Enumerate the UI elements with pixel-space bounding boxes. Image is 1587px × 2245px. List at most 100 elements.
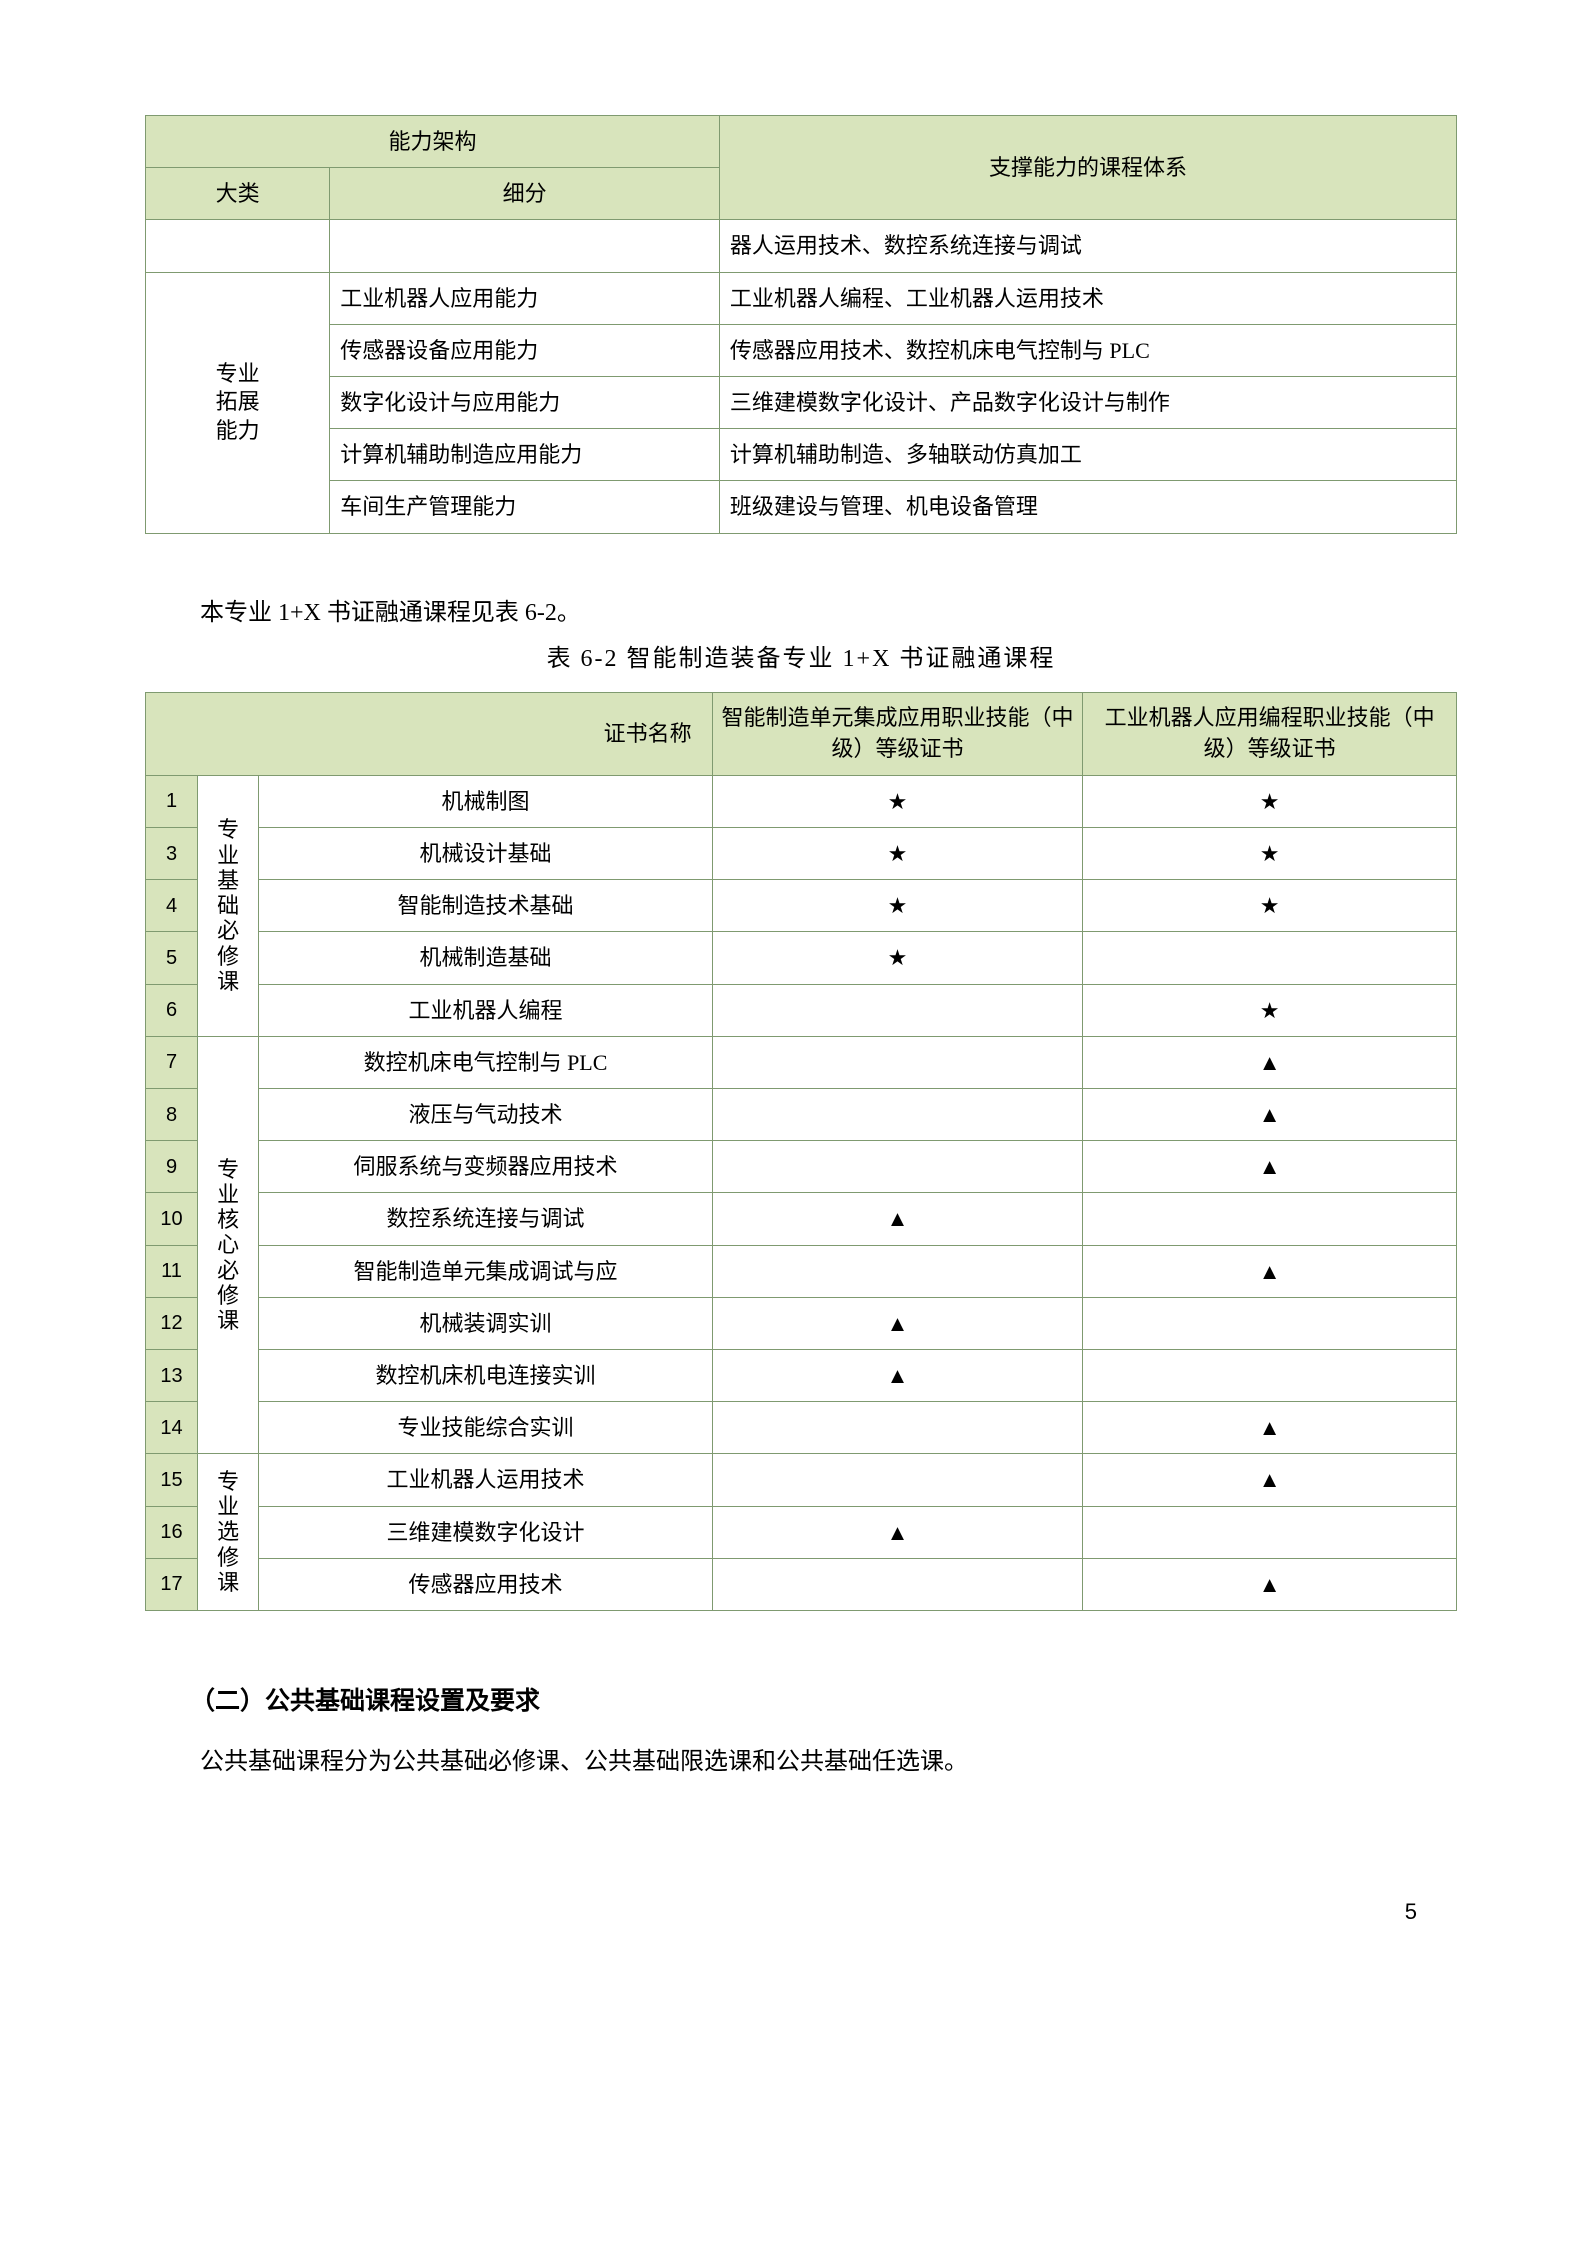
intro-paragraph: 本专业 1+X 书证融通课程见表 6-2。 (200, 594, 1457, 632)
cert1-mark: ★ (712, 880, 1083, 932)
table-row: 5机械制造基础★ (146, 932, 1457, 984)
course-name: 机械装调实训 (259, 1297, 712, 1349)
table-row: 数字化设计与应用能力 三维建模数字化设计、产品数字化设计与制作 (146, 376, 1457, 428)
table-row: 7专业核心必修课数控机床电气控制与 PLC▲ (146, 1036, 1457, 1088)
course-name: 专业技能综合实训 (259, 1402, 712, 1454)
row-number: 6 (146, 984, 198, 1036)
cert1-mark: ★ (712, 828, 1083, 880)
cert2-mark: ▲ (1083, 1141, 1457, 1193)
course-name: 三维建模数字化设计 (259, 1506, 712, 1558)
course-name: 机械设计基础 (259, 828, 712, 880)
cert2-mark (1083, 1193, 1457, 1245)
ability-structure-table: 能力架构 支撑能力的课程体系 大类 细分 器人运用技术、数控系统连接与调试 专业… (145, 115, 1457, 534)
cert1-mark: ▲ (712, 1506, 1083, 1558)
table-row: 10 数控系统连接与调试▲ (146, 1193, 1457, 1245)
header-ability-structure: 能力架构 (146, 116, 720, 168)
course-name: 机械制图 (259, 775, 712, 827)
table-row: 14 专业技能综合实训 ▲ (146, 1402, 1457, 1454)
cert1-mark: ★ (712, 932, 1083, 984)
certificate-course-table: 证书名称 智能制造单元集成应用职业技能（中级）等级证书 工业机器人应用编程职业技… (145, 692, 1457, 1611)
cert2-mark (1083, 1349, 1457, 1401)
course-name: 伺服系统与变频器应用技术 (259, 1141, 712, 1193)
row-number: 11 (146, 1245, 198, 1297)
table-row: 6 工业机器人编程 ★ (146, 984, 1457, 1036)
cert1-mark: ★ (712, 775, 1083, 827)
table-row: 12 机械装调实训▲ (146, 1297, 1457, 1349)
cert1-mark: ▲ (712, 1297, 1083, 1349)
course-name: 机械制造基础 (259, 932, 712, 984)
table-row: 车间生产管理能力 班级建设与管理、机电设备管理 (146, 481, 1457, 533)
table-row: 16 三维建模数字化设计▲ (146, 1506, 1457, 1558)
table-row: 17 传感器应用技术 ▲ (146, 1558, 1457, 1610)
cert1-mark (712, 984, 1083, 1036)
row-number: 4 (146, 880, 198, 932)
table-row: 3机械设计基础★★ (146, 828, 1457, 880)
row-number: 13 (146, 1349, 198, 1401)
cert1-mark (712, 1245, 1083, 1297)
table-row: 15专业选修课工业机器人运用技术▲ (146, 1454, 1457, 1506)
table-row: 11 智能制造单元集成调试与应 ▲ (146, 1245, 1457, 1297)
cert2-mark: ★ (1083, 828, 1457, 880)
cert2-mark (1083, 932, 1457, 984)
course-name: 智能制造单元集成调试与应 (259, 1245, 712, 1297)
cert2-mark: ▲ (1083, 1036, 1457, 1088)
course-name: 传感器应用技术 (259, 1558, 712, 1610)
header-subdivision: 细分 (330, 168, 720, 220)
cert2-mark: ▲ (1083, 1089, 1457, 1141)
cert2-mark (1083, 1506, 1457, 1558)
course-name: 液压与气动技术 (259, 1089, 712, 1141)
body-text: 公共基础课程分为公共基础必修课、公共基础限选课和公共基础任选课。 (200, 1741, 1457, 1784)
cert1-mark: ▲ (712, 1349, 1083, 1401)
course-group: 专业基础必修课 (198, 775, 259, 1036)
cert2-mark: ★ (1083, 880, 1457, 932)
group-label: 专业拓展能力 (146, 272, 330, 533)
header-cert1: 智能制造单元集成应用职业技能（中级）等级证书 (712, 693, 1083, 776)
cert1-mark (712, 1402, 1083, 1454)
table-row: 器人运用技术、数控系统连接与调试 (146, 220, 1457, 272)
section-heading: （二）公共基础课程设置及要求 (190, 1681, 1457, 1721)
row-number: 15 (146, 1454, 198, 1506)
cert2-mark: ▲ (1083, 1402, 1457, 1454)
cert1-mark (712, 1141, 1083, 1193)
row-number: 14 (146, 1402, 198, 1454)
row-number: 16 (146, 1506, 198, 1558)
continuation-desc: 器人运用技术、数控系统连接与调试 (719, 220, 1456, 272)
table-row: 13 数控机床机电连接实训▲ (146, 1349, 1457, 1401)
table-row: 9 伺服系统与变频器应用技术 ▲ (146, 1141, 1457, 1193)
page-number: 5 (145, 1894, 1457, 1929)
row-number: 12 (146, 1297, 198, 1349)
row-number: 7 (146, 1036, 198, 1088)
table-row: 传感器设备应用能力 传感器应用技术、数控机床电气控制与 PLC (146, 324, 1457, 376)
cert1-mark (712, 1454, 1083, 1506)
row-number: 8 (146, 1089, 198, 1141)
cert2-mark: ▲ (1083, 1558, 1457, 1610)
course-name: 数控机床电气控制与 PLC (259, 1036, 712, 1088)
header-support-system: 支撑能力的课程体系 (719, 116, 1456, 220)
row-number: 3 (146, 828, 198, 880)
course-name: 数控机床机电连接实训 (259, 1349, 712, 1401)
row-number: 10 (146, 1193, 198, 1245)
course-name: 工业机器人编程 (259, 984, 712, 1036)
row-number: 17 (146, 1558, 198, 1610)
cert1-mark (712, 1558, 1083, 1610)
row-number: 9 (146, 1141, 198, 1193)
table-row: 8 液压与气动技术 ▲ (146, 1089, 1457, 1141)
cert2-mark (1083, 1297, 1457, 1349)
header-major-category: 大类 (146, 168, 330, 220)
course-name: 数控系统连接与调试 (259, 1193, 712, 1245)
table-row: 4智能制造技术基础★★ (146, 880, 1457, 932)
cert1-mark: ▲ (712, 1193, 1083, 1245)
header-cert2: 工业机器人应用编程职业技能（中级）等级证书 (1083, 693, 1457, 776)
row-number: 1 (146, 775, 198, 827)
course-group: 专业选修课 (198, 1454, 259, 1611)
course-name: 智能制造技术基础 (259, 880, 712, 932)
table-row: 1专业基础必修课机械制图★★ (146, 775, 1457, 827)
course-group: 专业核心必修课 (198, 1036, 259, 1454)
cert2-mark: ★ (1083, 984, 1457, 1036)
cert1-mark (712, 1089, 1083, 1141)
table-row: 计算机辅助制造应用能力 计算机辅助制造、多轴联动仿真加工 (146, 429, 1457, 481)
cert2-mark: ▲ (1083, 1245, 1457, 1297)
header-cert-name: 证书名称 (146, 693, 713, 776)
cert2-mark: ★ (1083, 775, 1457, 827)
course-name: 工业机器人运用技术 (259, 1454, 712, 1506)
